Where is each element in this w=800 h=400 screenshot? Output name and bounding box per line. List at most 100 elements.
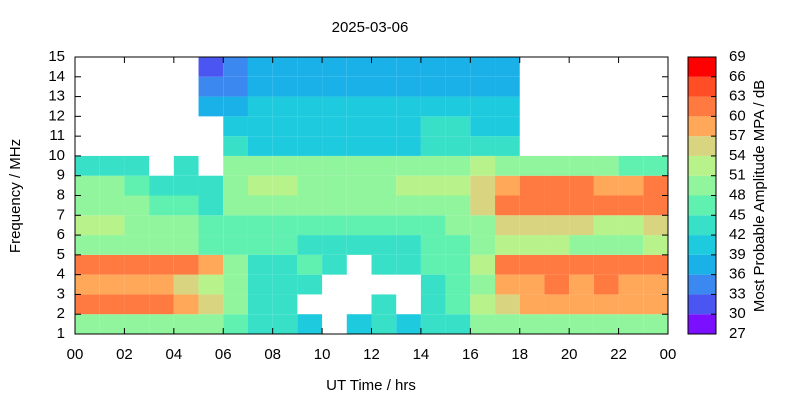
heat-cell — [618, 195, 644, 216]
heat-cell — [272, 215, 298, 236]
heat-cell — [322, 116, 347, 137]
heat-cell — [470, 195, 496, 216]
x-tick-label: 10 — [314, 346, 331, 363]
heat-cell — [346, 235, 372, 255]
heat-cell — [346, 215, 372, 236]
heat-cell — [149, 175, 174, 196]
x-tick-label: 18 — [511, 346, 528, 363]
heat-cell — [75, 195, 100, 216]
heat-cell — [297, 254, 323, 275]
y-tick-label: 6 — [57, 226, 65, 243]
heat-cell — [643, 215, 668, 236]
heat-cell — [198, 215, 224, 236]
heat-cell — [420, 155, 446, 176]
heat-cell — [75, 235, 100, 255]
heat-cell — [173, 215, 199, 236]
heat-cell — [297, 116, 323, 137]
heat-cell — [396, 116, 421, 137]
colorbar-tick-label: 48 — [729, 186, 746, 203]
colorbar-band — [688, 215, 716, 236]
colorbar-band — [688, 96, 716, 117]
heat-cell — [272, 235, 298, 255]
heat-cell — [99, 274, 125, 295]
heat-cell — [371, 235, 397, 255]
heat-cell — [198, 175, 224, 196]
heat-cell — [124, 175, 150, 196]
heat-cell — [223, 155, 248, 176]
colorbar-band — [688, 314, 716, 334]
heat-cell — [297, 76, 323, 97]
heat-cell — [618, 274, 644, 295]
heat-cell — [297, 57, 323, 77]
heat-cell — [75, 254, 100, 275]
heat-cell — [593, 294, 619, 315]
heat-cell — [322, 136, 347, 156]
colorbar-band — [688, 254, 716, 275]
heat-cell — [519, 155, 545, 176]
heat-cell — [519, 274, 545, 295]
heat-cell — [247, 175, 273, 196]
heat-cell — [420, 274, 446, 295]
heat-cell — [470, 314, 496, 334]
heat-cell — [519, 254, 545, 275]
y-tick-label: 11 — [49, 127, 65, 144]
colorbar-band — [688, 57, 716, 77]
heat-cell — [643, 314, 668, 334]
heat-cell — [519, 175, 545, 196]
colorbar-band — [688, 136, 716, 156]
heat-cell — [173, 314, 199, 334]
heat-cell — [346, 76, 372, 97]
heat-cell — [149, 195, 174, 216]
heat-cell — [470, 175, 496, 196]
heat-cell — [371, 116, 397, 137]
heat-cell — [322, 175, 347, 196]
heat-cell — [420, 235, 446, 255]
heat-cell — [495, 195, 520, 216]
heat-cell — [569, 215, 594, 236]
heat-cell — [371, 96, 397, 117]
heat-cell — [569, 155, 594, 176]
y-axis-label: Frequency / MHz — [7, 139, 24, 253]
colorbar-tick-label: 69 — [729, 48, 746, 65]
heat-cell — [272, 254, 298, 275]
heat-cell — [420, 96, 446, 117]
heat-cell — [223, 116, 248, 137]
heat-cell — [75, 175, 100, 196]
heat-cell — [322, 76, 347, 97]
x-tick-label: 12 — [363, 346, 380, 363]
y-tick-label: 13 — [48, 88, 65, 105]
heat-cell — [420, 294, 446, 315]
heat-cell — [445, 195, 471, 216]
heat-cell — [198, 57, 224, 77]
heat-cell — [371, 155, 397, 176]
heat-cell — [643, 155, 668, 176]
x-tick-label: 06 — [215, 346, 232, 363]
heat-cell — [346, 57, 372, 77]
heat-cell — [445, 254, 471, 275]
heat-cell — [643, 175, 668, 196]
heat-cell — [346, 155, 372, 176]
heat-cell — [544, 155, 570, 176]
heat-cell — [297, 96, 323, 117]
heat-cell — [124, 274, 150, 295]
heat-cell — [75, 274, 100, 295]
heat-cell — [495, 294, 520, 315]
heat-cell — [470, 235, 496, 255]
heat-cell — [420, 215, 446, 236]
heat-cell — [495, 116, 520, 137]
heat-cell — [149, 314, 174, 334]
heat-cell — [569, 235, 594, 255]
heat-cell — [618, 314, 644, 334]
heat-cell — [272, 96, 298, 117]
heat-cell — [396, 195, 421, 216]
heat-cell — [223, 254, 248, 275]
heat-cell — [445, 155, 471, 176]
colorbar-band — [688, 235, 716, 255]
y-tick-label: 9 — [57, 167, 65, 184]
heat-cell — [495, 314, 520, 334]
heat-cell — [519, 314, 545, 334]
heat-cell — [124, 254, 150, 275]
colorbar-tick-label: 51 — [729, 167, 746, 184]
x-tick-label: 22 — [610, 346, 627, 363]
